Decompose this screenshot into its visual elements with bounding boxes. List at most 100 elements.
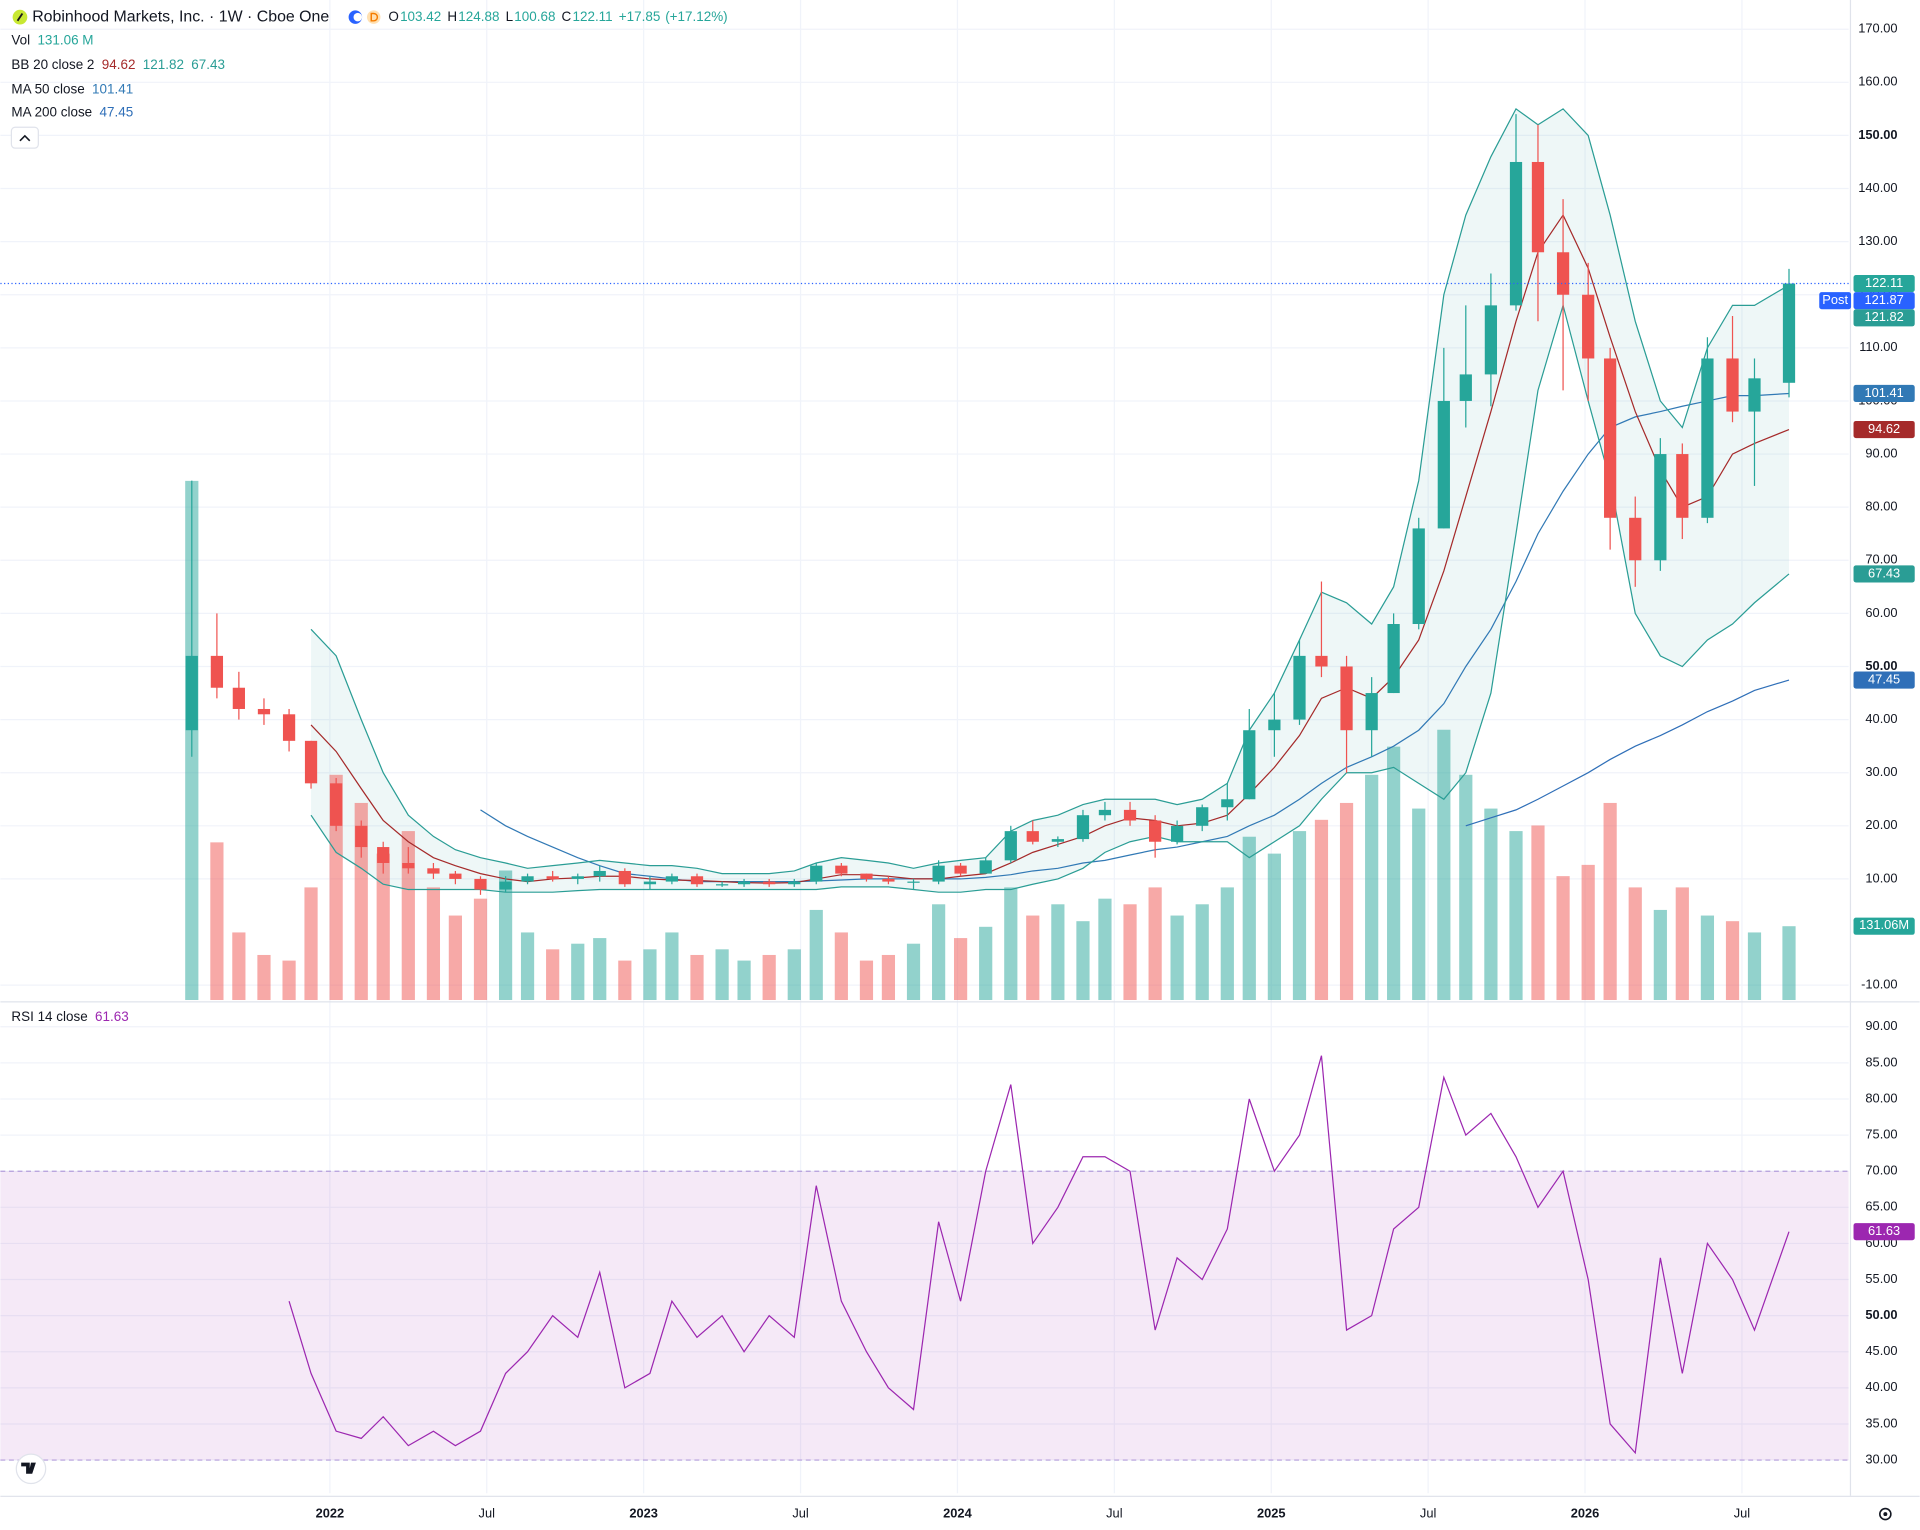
candle-body (304, 740, 318, 784)
candle-body (1782, 283, 1796, 383)
y-tick-label: 130.00 (1858, 233, 1897, 248)
candle-body (499, 881, 512, 890)
volume-bar (715, 949, 729, 1001)
candle-body (1098, 809, 1112, 816)
tradingview-logo-mark (21, 1462, 36, 1474)
legend-name: MA 50 close (11, 81, 84, 96)
legend-value: 101.41 (92, 81, 133, 96)
overlay: Robinhood Markets, Inc. · 1W · Cboe One … (10, 8, 1915, 1521)
bb-fill (311, 108, 1790, 893)
ma50-legend: MA 50 close 101.41 (11, 81, 133, 96)
candle-body (1726, 358, 1739, 412)
settings-icon-center (1883, 1512, 1888, 1517)
volume-bar (426, 887, 441, 1001)
ma200-legend: MA 200 close 47.45 (11, 104, 133, 119)
collapse-legend-button[interactable] (10, 126, 39, 149)
candle-body (282, 714, 296, 741)
volume-tag-value: 131.06 (1859, 918, 1898, 933)
volume-bar (643, 949, 657, 1001)
volume-bar (1782, 926, 1796, 1001)
volume-bar (520, 932, 535, 1001)
delayed-icon[interactable] (366, 10, 381, 24)
candle-body (1582, 294, 1595, 359)
y-tick-label: 160.00 (1858, 74, 1897, 89)
candle-body (788, 881, 801, 885)
candle-body (954, 865, 967, 874)
candle-body (1531, 161, 1545, 253)
legend-value: 131.06 (37, 32, 78, 47)
rsi-tick-label: 30.00 (1865, 1451, 1897, 1466)
post-label: Post (1822, 292, 1848, 307)
candle-body (1293, 655, 1306, 720)
candle-body (737, 881, 751, 885)
volume-bar (979, 926, 993, 1001)
volume-bar (1509, 831, 1523, 1001)
bb-legend: BB 20 close 2 94.62 121.82 67.43 (11, 56, 225, 71)
volume-bar (1314, 819, 1329, 1001)
market-status-icon-inner (353, 12, 363, 22)
candle-body (907, 881, 920, 883)
change: +17.85 (619, 9, 661, 24)
ohlc-label: L (506, 9, 514, 24)
volume-bar (762, 954, 776, 1001)
settings-icon[interactable] (1879, 1507, 1892, 1521)
volume-bar (1412, 808, 1426, 1001)
volume-bar (1220, 887, 1234, 1001)
bb-lower-line (310, 303, 1790, 893)
ohlc-label: C (562, 9, 572, 24)
bb-upper-tag: 121.82 (1864, 309, 1903, 324)
volume-bar (1747, 932, 1762, 1001)
rsi-tick-label: 45.00 (1865, 1343, 1897, 1358)
candle-body (1221, 799, 1234, 808)
x-tick-label: 2026 (1571, 1505, 1600, 1520)
candle-body (979, 860, 992, 874)
last-price-tag-bg (1853, 274, 1915, 293)
candle-body (1365, 693, 1378, 731)
y-tick-label: 90.00 (1865, 445, 1897, 460)
volume-bar (1459, 774, 1473, 1001)
candle-body (1170, 825, 1184, 842)
y-tick-label: 30.00 (1865, 764, 1897, 779)
volume-tag: 131.06M (1859, 918, 1909, 933)
axis-border (1849, 0, 1852, 1496)
candle-body (257, 708, 271, 715)
legend-name: RSI 14 close (11, 1009, 87, 1024)
bb-lower-tag: 67.43 (1868, 565, 1900, 580)
x-tick-label: 2022 (316, 1505, 345, 1520)
candle-body (185, 655, 198, 731)
candle-body (377, 847, 390, 863)
candle-body (232, 687, 245, 709)
candle-body (1604, 358, 1617, 518)
x-tick-label: 2024 (943, 1505, 972, 1520)
candle-body (932, 865, 945, 882)
candle-body (1149, 820, 1162, 842)
y-tick-label: 50.00 (1865, 658, 1897, 673)
candle-body (643, 881, 657, 885)
candle-body (1629, 517, 1642, 561)
rsi-tick-label: 35.00 (1865, 1415, 1897, 1430)
candle-body (449, 873, 462, 879)
bb-basis-tag-bg (1853, 420, 1915, 439)
x-tick-label: 2025 (1257, 1505, 1286, 1520)
rsi-band (0, 1171, 1849, 1461)
volume-bar (1628, 887, 1642, 1001)
delayed-icon-mark (370, 12, 379, 22)
candle-body (1676, 454, 1689, 518)
volume-bar (1292, 831, 1307, 1001)
candle-body (1412, 528, 1425, 625)
volume-bar (809, 909, 823, 1001)
candle-body (427, 868, 440, 874)
volume-bar (1556, 876, 1570, 1001)
y-tick-label: 70.00 (1865, 552, 1897, 567)
candle-body (1315, 655, 1328, 667)
legend-name: BB 20 close 2 (11, 56, 94, 71)
volume-bar (1339, 802, 1354, 1001)
volume-bar (257, 954, 271, 1001)
candle-body (690, 876, 704, 885)
volume-bar (1098, 898, 1112, 1001)
candle-body (835, 865, 848, 874)
last-price-tag: 122.11 (1865, 275, 1903, 290)
ohlc-value: 103.42 (400, 9, 441, 24)
y-tick-label: -10.00 (1861, 977, 1897, 992)
